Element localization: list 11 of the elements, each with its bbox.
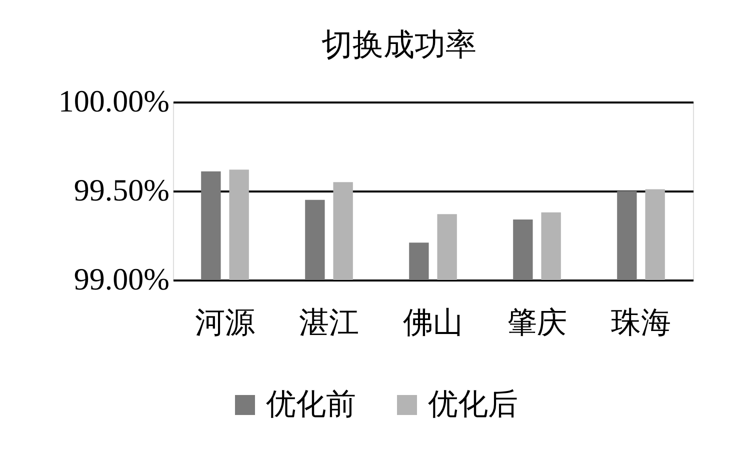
y-tick-label: 100.00%: [58, 84, 170, 118]
y-tick-label: 99.50%: [74, 172, 170, 208]
y-tick-label: 99.00%: [74, 262, 170, 296]
legend-label: 优化后: [428, 388, 518, 421]
x-tick-label: 珠海: [611, 306, 671, 340]
legend-label: 优化前: [266, 388, 356, 421]
chart-title: 切换成功率: [322, 27, 476, 62]
x-tick-label: 湛江: [299, 306, 359, 340]
x-tick-label: 河源: [195, 306, 255, 340]
x-tick-label: 肇庆: [507, 306, 567, 340]
x-tick-label: 佛山: [403, 306, 463, 340]
